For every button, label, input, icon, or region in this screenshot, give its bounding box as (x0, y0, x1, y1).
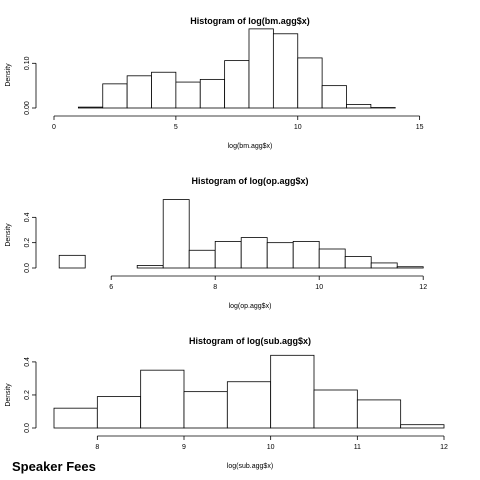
histogram-bar (313, 389, 358, 429)
x-axis-label: log(op.agg$x) (229, 303, 272, 310)
x-axis: 8 9 10 11 12 (95, 435, 448, 451)
histogram-bar (400, 424, 445, 429)
y-tick-label: 0.4 (24, 357, 31, 367)
x-tick-label: 12 (419, 284, 427, 291)
x-axis-label: log(sub.agg$x) (227, 463, 273, 470)
x-tick-label: 10 (315, 284, 323, 291)
x-tick-label: 5 (174, 124, 178, 131)
histogram-bar (240, 237, 268, 269)
x-tick-label: 6 (109, 284, 113, 291)
x-axis: 0 5 10 15 (52, 115, 424, 131)
chart-title: Histogram of log(sub.agg$x) (189, 336, 311, 346)
histogram-bar (344, 256, 372, 269)
x-tick-label: 8 (213, 284, 217, 291)
histogram-bar (53, 407, 98, 429)
histogram-bar (96, 396, 142, 429)
chart-title: Histogram of log(bm.agg$x) (190, 16, 310, 26)
y-tick-label: 0.4 (24, 212, 31, 222)
y-tick-label: 0.0 (24, 263, 31, 273)
x-tick-label: 10 (294, 124, 302, 131)
histogram-bar (199, 78, 226, 109)
histogram-bar (151, 71, 177, 109)
histogram-panel-sub: Histogram of log(sub.agg$x) Density log(… (5, 336, 448, 470)
y-tick-label: 0.0 (24, 423, 31, 433)
histogram-bar (136, 265, 164, 269)
x-axis: 6 8 10 12 (109, 275, 427, 291)
histogram-bar (224, 60, 250, 109)
histogram-bar (183, 391, 228, 429)
x-axis-label: log(bm.agg$x) (228, 143, 273, 150)
histogram-bars (58, 199, 424, 269)
histogram-bar (175, 81, 201, 109)
y-tick-label: 0.10 (24, 56, 31, 70)
x-tick-label: 9 (182, 444, 186, 451)
histogram-bar (297, 57, 323, 109)
histogram-bar (140, 369, 185, 429)
histogram-bar (58, 254, 86, 269)
y-axis-label: Density (5, 383, 12, 407)
histogram-bar (266, 242, 294, 269)
histogram-bar (346, 104, 372, 109)
y-axis: 0.0 0.2 0.4 (24, 357, 37, 433)
histogram-bar (318, 248, 346, 269)
histogram-bar (272, 33, 299, 109)
y-tick-label: 0.2 (24, 238, 31, 248)
y-tick-label: 0.00 (24, 101, 31, 115)
x-tick-label: 8 (95, 444, 99, 451)
histogram-bars (77, 28, 396, 109)
y-axis: 0.0 0.2 0.4 (24, 212, 37, 273)
histogram-bar (188, 249, 216, 269)
histogram-bar (248, 28, 274, 109)
histogram-bar (102, 83, 128, 109)
x-tick-label: 15 (416, 124, 424, 131)
x-tick-label: 10 (267, 444, 275, 451)
histogram-bar (214, 240, 242, 269)
histogram-bar (270, 354, 315, 429)
histogram-bar (126, 75, 152, 109)
histogram-panel-op: Histogram of log(op.agg$x) Density log(o… (5, 176, 427, 310)
y-tick-label: 0.2 (24, 390, 31, 400)
y-axis: 0.00 0.10 (24, 56, 37, 115)
histogram-bar (321, 85, 347, 109)
x-tick-label: 0 (52, 124, 56, 131)
histogram-bar (226, 381, 272, 429)
histogram-bar (162, 199, 190, 269)
chart-title: Histogram of log(op.agg$x) (192, 176, 309, 186)
histogram-bar (77, 106, 104, 109)
y-axis-label: Density (5, 63, 12, 87)
histogram-bar (356, 399, 402, 429)
histogram-bar (292, 240, 320, 269)
x-tick-label: 12 (440, 444, 448, 451)
figure-caption: Speaker Fees (12, 459, 96, 474)
x-tick-label: 11 (354, 444, 361, 451)
histogram-bar (370, 262, 398, 269)
histogram-bar (396, 266, 424, 269)
histogram-bars (53, 354, 445, 429)
histogram-panel-bm: Histogram of log(bm.agg$x) Density log(b… (5, 16, 424, 150)
y-axis-label: Density (5, 223, 12, 247)
